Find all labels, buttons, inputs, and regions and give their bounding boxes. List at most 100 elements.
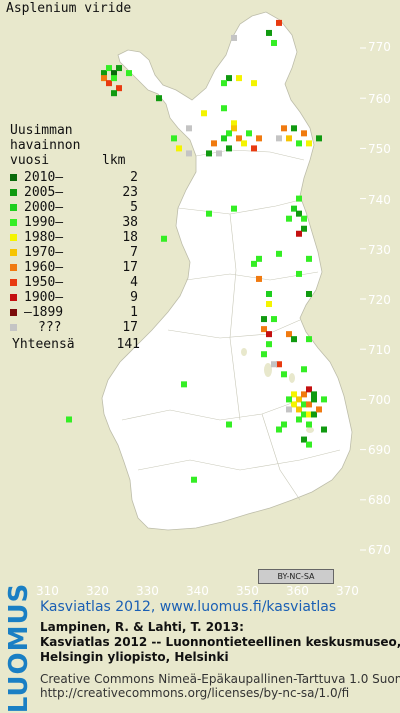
x-tick-label: 340 bbox=[186, 584, 209, 598]
observation-square bbox=[211, 140, 217, 147]
observation-square bbox=[101, 70, 107, 77]
observation-square bbox=[266, 301, 272, 308]
y-tick-label: 680 bbox=[368, 493, 391, 507]
legend-count: 7 bbox=[130, 245, 138, 260]
observation-square bbox=[251, 80, 257, 87]
observation-square bbox=[296, 396, 302, 403]
observation-square bbox=[291, 336, 297, 343]
observation-square bbox=[201, 110, 207, 117]
observation-square bbox=[301, 225, 307, 232]
observation-square bbox=[106, 80, 112, 87]
legend-row: 2010– 2 bbox=[10, 171, 160, 185]
observation-squares bbox=[66, 19, 327, 483]
legend-heading-1: Uusimman bbox=[10, 123, 73, 138]
observation-square bbox=[286, 215, 292, 222]
legend-row: 1980– 18 bbox=[10, 231, 160, 245]
license-url[interactable]: http://creativecommons.org/licenses/by-n… bbox=[40, 686, 350, 700]
citation-line-2: Kasviatlas 2012 -- Luonnontieteellinen k… bbox=[40, 635, 400, 649]
legend-label: 2000– bbox=[24, 200, 64, 215]
observation-square bbox=[311, 391, 317, 398]
observation-square bbox=[296, 406, 302, 413]
observation-square bbox=[306, 336, 312, 343]
luomus-logo: LUOMUS bbox=[4, 583, 34, 713]
observation-square bbox=[306, 386, 312, 393]
x-tick-label: 330 bbox=[136, 584, 159, 598]
y-tick-label: 710 bbox=[368, 343, 391, 357]
observation-square bbox=[226, 130, 232, 137]
legend-label: 1960– bbox=[24, 260, 64, 275]
observation-square bbox=[291, 391, 297, 398]
observation-square bbox=[296, 270, 302, 277]
legend-row: 1900– 9 bbox=[10, 291, 160, 305]
legend-label: 1980– bbox=[24, 230, 64, 245]
observation-square bbox=[221, 105, 227, 112]
legend-row: 2000– 5 bbox=[10, 201, 160, 215]
observation-square bbox=[311, 396, 317, 403]
legend-count-heading: lkm bbox=[102, 153, 126, 168]
observation-square bbox=[286, 135, 292, 142]
legend-count: 5 bbox=[130, 200, 138, 215]
observation-square bbox=[231, 120, 237, 127]
observation-square bbox=[301, 436, 307, 443]
lakes bbox=[241, 348, 314, 433]
observation-square bbox=[276, 135, 282, 142]
observation-square bbox=[316, 406, 322, 413]
observation-square bbox=[296, 195, 302, 202]
observation-square bbox=[171, 135, 177, 142]
observation-square bbox=[281, 125, 287, 132]
legend-label: 1990– bbox=[24, 215, 64, 230]
observation-square bbox=[261, 316, 267, 323]
legend-swatch bbox=[10, 249, 17, 256]
logo-text: LUOMUS bbox=[4, 582, 34, 713]
species-title: Asplenium viride bbox=[6, 1, 132, 16]
x-tick-label: 370 bbox=[336, 584, 359, 598]
province-borders bbox=[121, 149, 341, 501]
observation-square bbox=[256, 275, 262, 282]
observation-square bbox=[186, 125, 192, 132]
observation-square bbox=[221, 80, 227, 87]
x-tick-label: 320 bbox=[86, 584, 109, 598]
y-tick-label: 770 bbox=[368, 40, 391, 54]
observation-square bbox=[301, 366, 307, 373]
observation-square bbox=[276, 426, 282, 433]
legend-row: 1960– 17 bbox=[10, 261, 160, 275]
y-tick-label: 740 bbox=[368, 193, 391, 207]
observation-square bbox=[291, 125, 297, 132]
observation-square bbox=[301, 391, 307, 398]
observation-square bbox=[276, 361, 282, 368]
observation-square bbox=[111, 70, 117, 77]
observation-square bbox=[266, 290, 272, 297]
observation-square bbox=[181, 381, 187, 388]
observation-square bbox=[231, 125, 237, 132]
legend-row: 1950– 4 bbox=[10, 276, 160, 290]
observation-square bbox=[291, 205, 297, 212]
citation-line-1: Lampinen, R. & Lahti, T. 2013: bbox=[40, 620, 244, 634]
observation-square bbox=[231, 205, 237, 212]
y-tick-label: 730 bbox=[368, 243, 391, 257]
observation-square bbox=[281, 421, 287, 428]
legend-total-count: 141 bbox=[116, 337, 140, 352]
cc-license-badge[interactable]: BY-NC-SA bbox=[258, 569, 334, 584]
observation-square bbox=[221, 135, 227, 142]
observation-square bbox=[191, 476, 197, 483]
observation-square bbox=[306, 411, 312, 418]
kasviatlas-link[interactable]: Kasviatlas 2012, www.luomus.fi/kasviatla… bbox=[40, 599, 337, 615]
observation-square bbox=[206, 150, 212, 157]
legend-count: 18 bbox=[122, 230, 138, 245]
legend-row: 2005– 23 bbox=[10, 186, 160, 200]
legend-count: 23 bbox=[122, 185, 138, 200]
observation-square bbox=[156, 95, 162, 102]
legend-count: 17 bbox=[122, 320, 138, 335]
y-tick-label: 760 bbox=[368, 92, 391, 106]
observation-square bbox=[296, 230, 302, 237]
observation-square bbox=[306, 421, 312, 428]
observation-square bbox=[296, 210, 302, 217]
legend-count: 4 bbox=[130, 275, 138, 290]
legend-swatch bbox=[10, 174, 17, 181]
legend-label: 1950– bbox=[24, 275, 64, 290]
observation-square bbox=[101, 75, 107, 82]
observation-square bbox=[66, 416, 72, 423]
legend-label: 1970– bbox=[24, 245, 64, 260]
observation-square bbox=[321, 426, 327, 433]
observation-square bbox=[261, 351, 267, 358]
